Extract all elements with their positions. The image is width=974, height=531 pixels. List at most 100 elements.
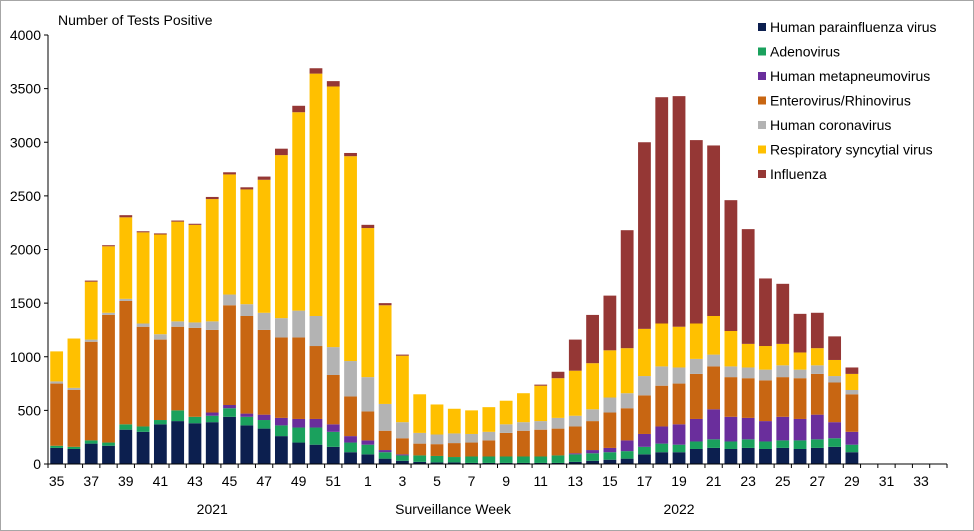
bar-segment [326, 374, 340, 425]
y-tick-label: 1500 [10, 295, 41, 311]
bar-segment [828, 359, 842, 377]
bar-segment [689, 373, 703, 419]
bar-segment [828, 422, 842, 439]
x-tick-label: 47 [256, 473, 272, 489]
bar-segment [655, 426, 669, 444]
y-tick-label: 2000 [10, 242, 41, 258]
bar-segment [655, 323, 669, 367]
bar-segment [309, 315, 323, 347]
bar-segment [517, 430, 530, 457]
bar-segment [482, 407, 496, 432]
bar-segment [586, 409, 599, 422]
bar-segment [136, 426, 150, 432]
bar-segment [309, 418, 323, 428]
bar-segment [810, 348, 824, 366]
bar-segment [84, 443, 98, 464]
bar-segment [274, 436, 288, 464]
bar-segment [447, 408, 461, 434]
bar-segment [828, 382, 842, 423]
bar-segment [707, 409, 721, 440]
bar-segment [188, 327, 202, 417]
bar-segment [707, 315, 721, 355]
bar-segment [689, 448, 703, 464]
bar-segment [292, 105, 306, 113]
bar-segment [344, 156, 357, 362]
bar-segment [586, 460, 599, 464]
bar-segment [620, 440, 634, 452]
legend-swatch [758, 170, 766, 178]
bar-segment [603, 397, 617, 413]
legend-label: Human coronavirus [770, 117, 891, 133]
bar-segment [638, 376, 651, 396]
bar-segment [793, 313, 807, 353]
bar-segment [793, 378, 807, 419]
x-tick-label: 13 [568, 473, 584, 489]
x-tick-label: 33 [913, 473, 929, 489]
bar-segment [586, 314, 599, 364]
y-tick-label: 1000 [10, 349, 41, 365]
bar-segment [378, 452, 392, 459]
bar-segment [413, 461, 427, 464]
bar-segment [689, 441, 703, 449]
bar-segment [447, 457, 461, 463]
legend-label: Adenovirus [770, 44, 840, 60]
bar-segment [171, 221, 185, 322]
x-tick-label: 21 [706, 473, 722, 489]
bar-segment [50, 447, 64, 464]
bar-segment [205, 415, 219, 423]
bar-segment [205, 196, 219, 200]
bar-segment [257, 176, 271, 180]
bar-segment [568, 461, 582, 464]
year-label: 2022 [663, 501, 694, 517]
year-labels: 2021 2022 [197, 501, 695, 517]
x-tick-label: 25 [775, 473, 791, 489]
bar-segment [741, 367, 755, 379]
bar-segment [517, 422, 530, 431]
bar-segment [759, 346, 772, 370]
bar-segment [741, 229, 755, 344]
bar-segment [396, 455, 409, 461]
bar-segment [136, 431, 150, 464]
bar-segment [447, 462, 461, 464]
bar-segment [776, 440, 790, 448]
bar-segment [810, 414, 824, 440]
bar-segment [205, 412, 219, 416]
x-tick-label: 39 [118, 473, 134, 489]
bar-segment [171, 421, 185, 464]
bar-segment [153, 233, 167, 235]
bar-segment [707, 145, 721, 316]
bar-segment [136, 231, 150, 233]
bar-segment [759, 448, 772, 464]
bar-segment [257, 312, 271, 330]
bar-segment [603, 452, 617, 460]
bar-segment [326, 424, 340, 432]
bar-segment [240, 187, 254, 190]
bar-segment [638, 446, 651, 455]
bar-segment [119, 424, 133, 430]
x-tick-label: 45 [222, 473, 238, 489]
bar-segment [655, 97, 669, 324]
bar-segment [534, 385, 548, 422]
bar-segment [499, 462, 513, 464]
bar-segment [344, 436, 357, 443]
y-tick-label: 500 [18, 402, 42, 418]
legend-swatch [758, 23, 766, 31]
bar-segment [205, 422, 219, 464]
bar-segment [603, 350, 617, 398]
x-tick-label: 35 [49, 473, 65, 489]
bar-segment [240, 413, 254, 417]
x-tick-label: 9 [502, 473, 510, 489]
bar-segment [465, 410, 478, 434]
bar-segment [620, 451, 634, 459]
legend-swatch [758, 145, 766, 154]
bar-segment [568, 454, 582, 462]
bar-segment [759, 421, 772, 442]
bar-segment [724, 366, 738, 378]
bar-segment [84, 440, 98, 444]
bar-segment [551, 417, 565, 429]
bar-segment [568, 426, 582, 454]
bar-segment [413, 394, 427, 433]
bar-segment [119, 217, 133, 299]
bar-segment [102, 246, 115, 313]
bar-segment [845, 389, 859, 395]
